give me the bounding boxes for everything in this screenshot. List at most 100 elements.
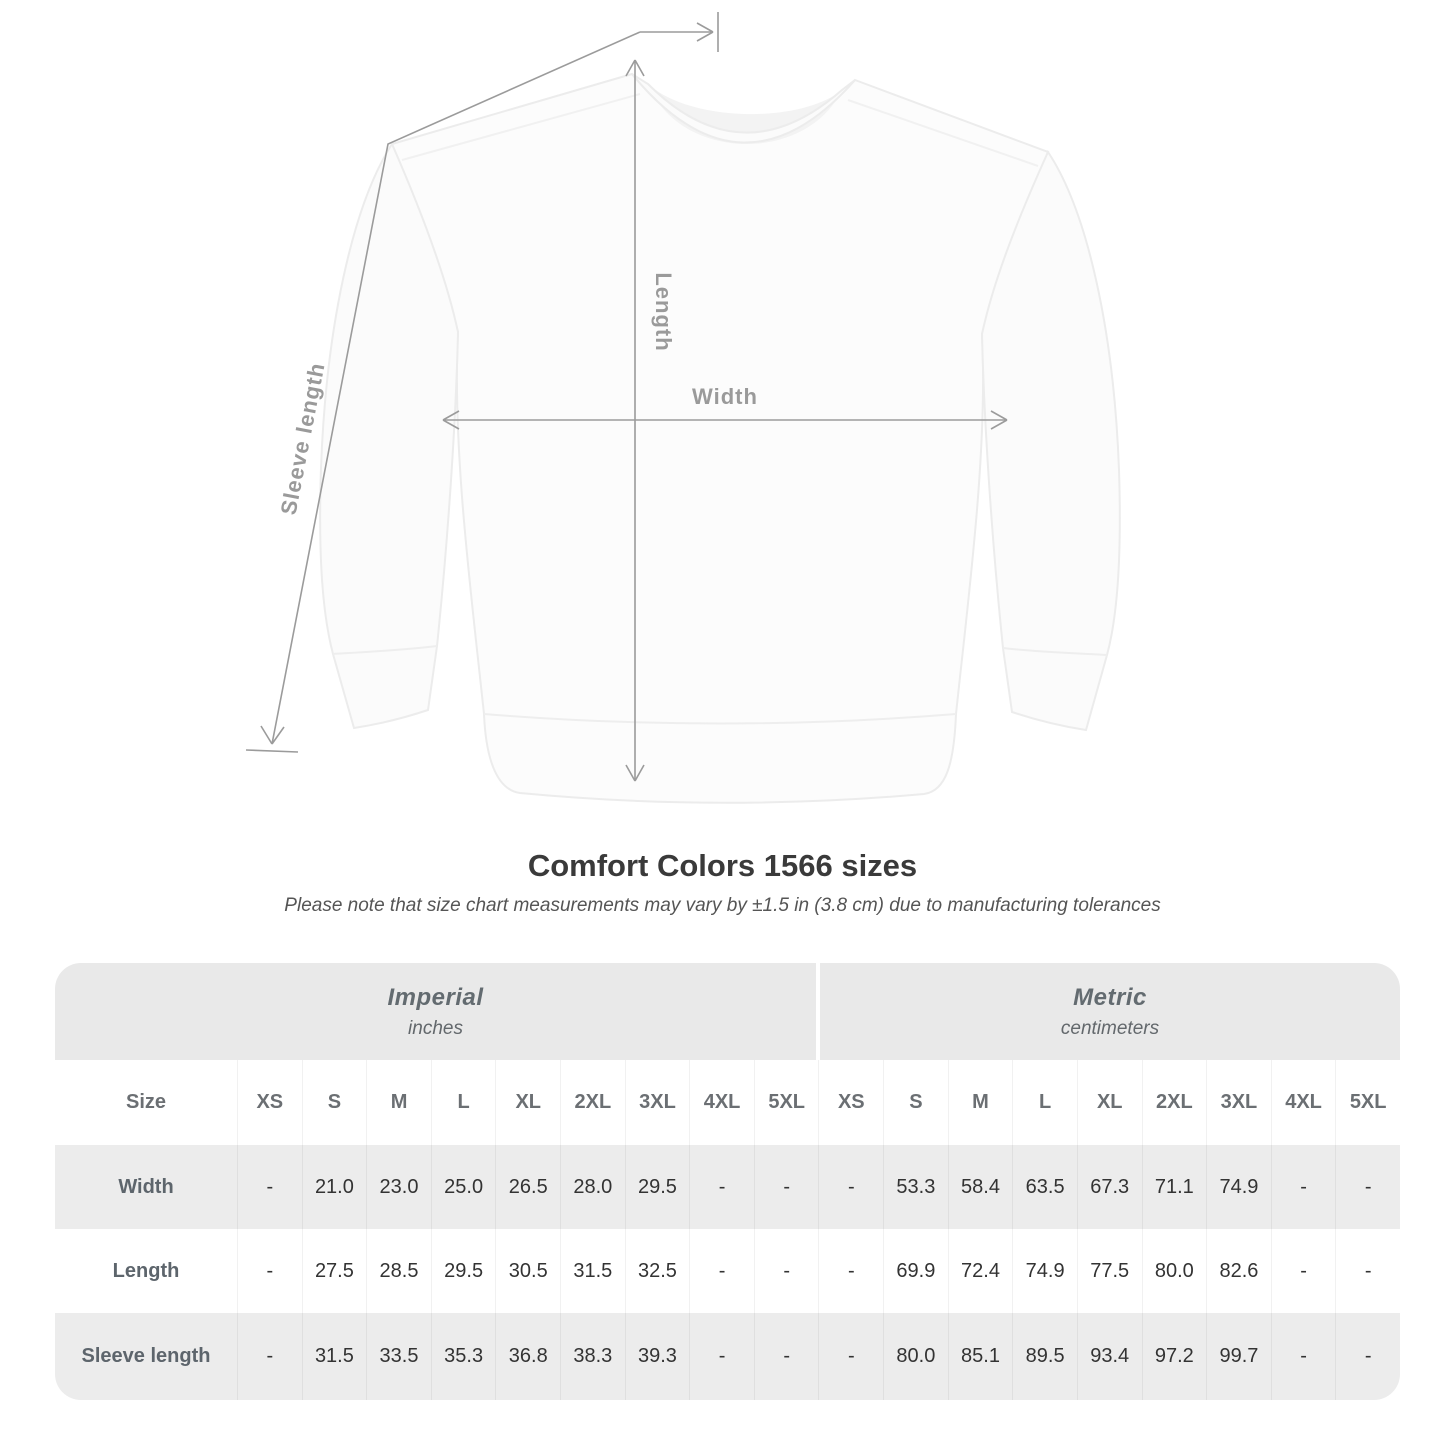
imperial-value-cell: 35.3 [430, 1313, 496, 1400]
metric-size-header: XS [818, 1060, 883, 1145]
tolerance-note: Please note that size chart measurements… [284, 895, 1161, 916]
imperial-value-cell: 27.5 [301, 1229, 367, 1313]
imperial-size-header: 2XL [560, 1060, 625, 1145]
size-header-row: Size XS S M L XL 2XL 3XL 4XL 5XL XS S M L XL 2XL 3XL 4XL 5… [55, 1060, 1400, 1145]
width-label: Width [692, 384, 758, 409]
sleeve-length-line [271, 31, 713, 745]
length-arrowhead-up [625, 59, 645, 77]
row-label: Width [118, 1175, 174, 1198]
sleeve-length-cuff-tick [245, 749, 299, 753]
imperial-size-header: 5XL [753, 1060, 819, 1145]
imperial-value-cell: - [689, 1313, 754, 1400]
imperial-size-header: XS [237, 1060, 302, 1145]
metric-value-cell: 72.4 [947, 1229, 1013, 1313]
imperial-size-header: XL [495, 1060, 560, 1145]
size-grid: Size XS S M L XL 2XL 3XL 4XL 5XL XS S M L XL 2XL 3XL 4XL 5… [55, 1060, 1400, 1400]
metric-value-cell: - [1270, 1145, 1336, 1229]
metric-value-cell: - [818, 1313, 883, 1400]
waistband-seam [483, 713, 957, 725]
metric-value-cell: 99.7 [1206, 1313, 1271, 1400]
band-divider [816, 963, 820, 1060]
metric-value-cell: 58.4 [947, 1145, 1013, 1229]
metric-value-cell: 82.6 [1206, 1229, 1271, 1313]
sweatshirt-left-sleeve [319, 141, 460, 730]
unit-band-row: Imperial inches Metric centimeters [55, 963, 1400, 1060]
imperial-value-cell: 28.5 [366, 1229, 431, 1313]
table-row: Length -27.5 28.5 29.5 30.5 31.5 32.5- - -69.9 72… [55, 1229, 1400, 1313]
sweatshirt-diagram: Sleeve length Length Width [245, 12, 1121, 804]
metric-size-header: L [1012, 1060, 1077, 1145]
metric-value-cell: 53.3 [883, 1145, 948, 1229]
imperial-value-cell: 33.5 [366, 1313, 431, 1400]
imperial-value-cell: - [689, 1145, 754, 1229]
metric-value-cell: - [818, 1145, 883, 1229]
metric-value-cell: - [1335, 1145, 1400, 1229]
imperial-size-header: 3XL [624, 1060, 690, 1145]
metric-size-header: 5XL [1335, 1060, 1400, 1145]
imperial-value-cell: 26.5 [495, 1145, 560, 1229]
left-cuff-seam [332, 645, 438, 655]
imperial-value-cell: 28.0 [560, 1145, 625, 1229]
metric-band-title: Metric [1073, 983, 1147, 1011]
metric-value-cell: 63.5 [1012, 1145, 1077, 1229]
metric-value-cell: 80.0 [1141, 1229, 1207, 1313]
metric-value-cell: - [1335, 1229, 1400, 1313]
imperial-value-cell: - [237, 1313, 302, 1400]
imperial-value-cell: - [753, 1313, 819, 1400]
width-arrowhead-right [990, 410, 1008, 430]
metric-value-cell: 74.9 [1206, 1145, 1271, 1229]
imperial-value-cell: - [689, 1229, 754, 1313]
metric-value-cell: 85.1 [947, 1313, 1013, 1400]
metric-size-header: 3XL [1206, 1060, 1271, 1145]
collar-band [631, 73, 856, 144]
metric-value-cell: 93.4 [1076, 1313, 1142, 1400]
metric-size-header: M [947, 1060, 1013, 1145]
metric-value-cell: 67.3 [1076, 1145, 1142, 1229]
table-row: Sleeve length -31.5 33.5 35.3 36.8 38.3 39.3- -… [55, 1313, 1400, 1400]
imperial-value-cell: 32.5 [624, 1229, 690, 1313]
metric-value-cell: 97.2 [1141, 1313, 1207, 1400]
imperial-band-title: Imperial [387, 983, 484, 1011]
imperial-size-header: 4XL [689, 1060, 754, 1145]
sleeve-length-arrowhead-right [696, 22, 714, 42]
metric-size-header: S [883, 1060, 948, 1145]
imperial-size-header: L [430, 1060, 496, 1145]
length-label: Length [651, 272, 676, 351]
right-cuff-seam [1002, 647, 1108, 656]
imperial-value-cell: - [237, 1229, 302, 1313]
imperial-value-cell: 30.5 [495, 1229, 560, 1313]
metric-band-unit: centimeters [1060, 1017, 1160, 1039]
imperial-size-header: M [366, 1060, 431, 1145]
row-label: Length [112, 1259, 180, 1282]
metric-size-header: 4XL [1270, 1060, 1336, 1145]
width-arrowhead-left [442, 410, 460, 430]
imperial-band: Imperial inches [55, 963, 816, 1060]
imperial-value-cell: 31.5 [301, 1313, 367, 1400]
metric-size-header: 2XL [1141, 1060, 1207, 1145]
imperial-value-cell: 39.3 [624, 1313, 690, 1400]
size-table: Imperial inches Metric centimeters Size X… [55, 963, 1400, 1400]
left-shoulder-seam [401, 93, 641, 161]
imperial-value-cell: 29.5 [624, 1145, 690, 1229]
metric-value-cell: 77.5 [1076, 1229, 1142, 1313]
imperial-value-cell: 38.3 [560, 1313, 625, 1400]
imperial-band-unit: inches [408, 1017, 463, 1039]
imperial-value-cell: - [753, 1145, 819, 1229]
imperial-size-header: S [301, 1060, 367, 1145]
row-label: Sleeve length [81, 1345, 211, 1367]
metric-value-cell: - [818, 1229, 883, 1313]
sleeve-length-arrowhead-down [260, 725, 285, 745]
imperial-value-cell: 25.0 [430, 1145, 496, 1229]
right-shoulder-seam [847, 99, 1039, 167]
imperial-value-cell: 31.5 [560, 1229, 625, 1313]
size-header-label: Size [125, 1091, 167, 1113]
metric-value-cell: - [1270, 1229, 1336, 1313]
table-row: Width -21.0 23.0 25.0 26.5 28.0 29.5- - -53.3 58.… [55, 1145, 1400, 1229]
imperial-value-cell: 29.5 [430, 1229, 496, 1313]
sweatshirt-body [390, 72, 1050, 804]
metric-size-header: XL [1076, 1060, 1142, 1145]
measurement-arrows [245, 12, 1008, 782]
metric-value-cell: - [1270, 1313, 1336, 1400]
imperial-value-cell: 21.0 [301, 1145, 367, 1229]
